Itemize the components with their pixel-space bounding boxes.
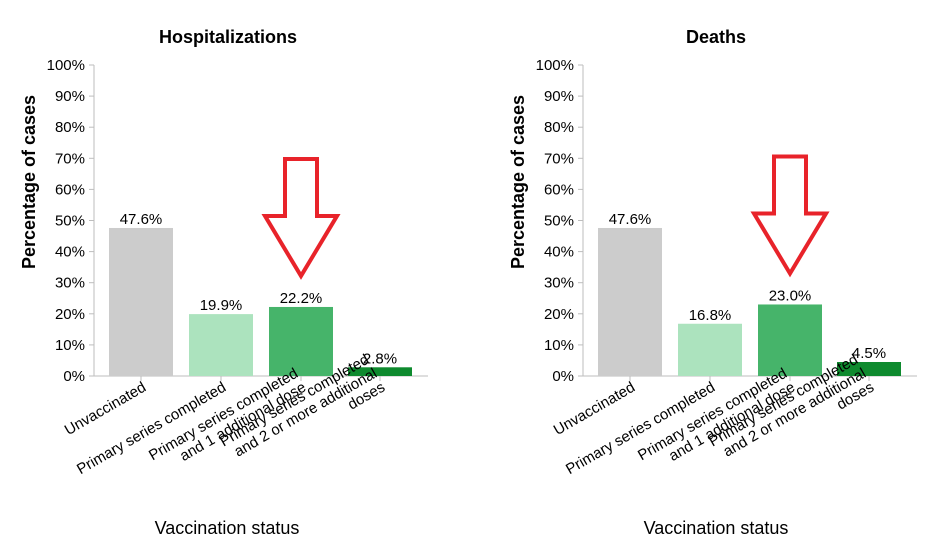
y-tick-label: 50% [544, 213, 574, 230]
y-tick-label: 90% [55, 88, 85, 105]
deaths-chart: Deaths Percentage of cases Vaccination s… [508, 27, 917, 538]
annotation-arrow [750, 154, 830, 278]
data-label: 19.9% [200, 297, 243, 314]
data-label: 4.5% [852, 345, 886, 362]
y-tick-label: 30% [544, 275, 574, 292]
bar [678, 323, 742, 376]
hospitalizations-chart: Hospitalizations Percentage of cases Vac… [19, 27, 428, 538]
y-tick-label: 20% [55, 306, 85, 323]
bar [109, 227, 173, 376]
data-label: 23.0% [769, 287, 812, 304]
y-tick-label: 0% [552, 368, 574, 385]
y-tick-label: 60% [544, 181, 574, 198]
bar [837, 362, 901, 376]
annotation-arrow [261, 156, 341, 280]
data-label: 47.6% [120, 211, 163, 228]
data-label: 47.6% [609, 211, 652, 228]
y-tick-label: 70% [544, 150, 574, 167]
y-tick-label: 90% [544, 88, 574, 105]
y-tick-label: 0% [63, 368, 85, 385]
bar [269, 306, 333, 376]
y-tick-label: 10% [55, 337, 85, 354]
y-tick-label: 80% [544, 119, 574, 136]
y-tick-label: 100% [47, 57, 85, 74]
bar [189, 314, 253, 376]
data-label: 16.8% [689, 307, 732, 324]
y-axis-label: Percentage of cases [19, 95, 39, 269]
y-tick-label: 50% [55, 213, 85, 230]
y-axis-label: Percentage of cases [508, 95, 528, 269]
x-axis-label: Vaccination status [644, 518, 789, 538]
y-tick-label: 40% [55, 244, 85, 261]
y-tick-label: 100% [536, 57, 574, 74]
y-tick-label: 30% [55, 275, 85, 292]
data-label: 2.8% [363, 350, 397, 367]
y-tick-label: 70% [55, 150, 85, 167]
y-tick-label: 10% [544, 337, 574, 354]
y-tick-label: 80% [55, 119, 85, 136]
bar [598, 227, 662, 376]
data-label: 22.2% [280, 290, 323, 307]
y-tick-label: 40% [544, 244, 574, 261]
bar [758, 304, 822, 376]
y-tick-label: 60% [55, 181, 85, 198]
chart-title: Deaths [686, 27, 746, 47]
x-axis-label: Vaccination status [155, 518, 300, 538]
bar [348, 367, 412, 376]
chart-title: Hospitalizations [159, 27, 297, 47]
y-tick-label: 20% [544, 306, 574, 323]
